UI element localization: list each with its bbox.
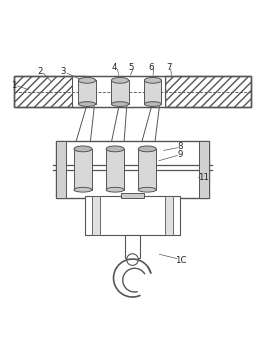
Bar [56, 141, 66, 197]
Ellipse shape [144, 77, 161, 83]
Ellipse shape [74, 146, 92, 152]
Text: 4: 4 [112, 63, 117, 72]
Ellipse shape [144, 102, 161, 106]
Text: 9: 9 [178, 150, 183, 159]
Text: 3: 3 [61, 68, 66, 77]
Bar [14, 77, 85, 107]
Bar [121, 193, 144, 199]
Text: 6: 6 [149, 63, 154, 72]
Bar [74, 149, 92, 190]
Ellipse shape [78, 77, 96, 83]
Bar [92, 196, 100, 235]
Ellipse shape [74, 187, 92, 192]
Ellipse shape [138, 146, 156, 152]
Bar [14, 77, 251, 107]
Ellipse shape [78, 102, 96, 106]
Bar [199, 141, 209, 197]
Text: 2: 2 [37, 68, 42, 77]
Bar [106, 149, 124, 190]
Ellipse shape [106, 187, 124, 192]
Ellipse shape [111, 77, 129, 83]
Bar [144, 81, 161, 104]
Text: 11: 11 [198, 173, 209, 182]
Ellipse shape [138, 187, 156, 192]
Bar [165, 196, 173, 235]
Text: 1: 1 [11, 81, 16, 90]
Bar [78, 81, 96, 104]
Circle shape [127, 254, 138, 265]
Ellipse shape [111, 102, 129, 106]
Bar [165, 77, 251, 107]
Text: 5: 5 [129, 63, 134, 72]
Ellipse shape [106, 146, 124, 152]
Bar [111, 81, 129, 104]
Text: 1C: 1C [175, 256, 186, 265]
Text: 8: 8 [178, 142, 183, 151]
Bar [125, 235, 140, 258]
Bar [85, 196, 180, 235]
Bar [56, 141, 209, 197]
Bar [138, 149, 156, 190]
Text: 7: 7 [166, 63, 172, 72]
Bar [72, 77, 165, 107]
